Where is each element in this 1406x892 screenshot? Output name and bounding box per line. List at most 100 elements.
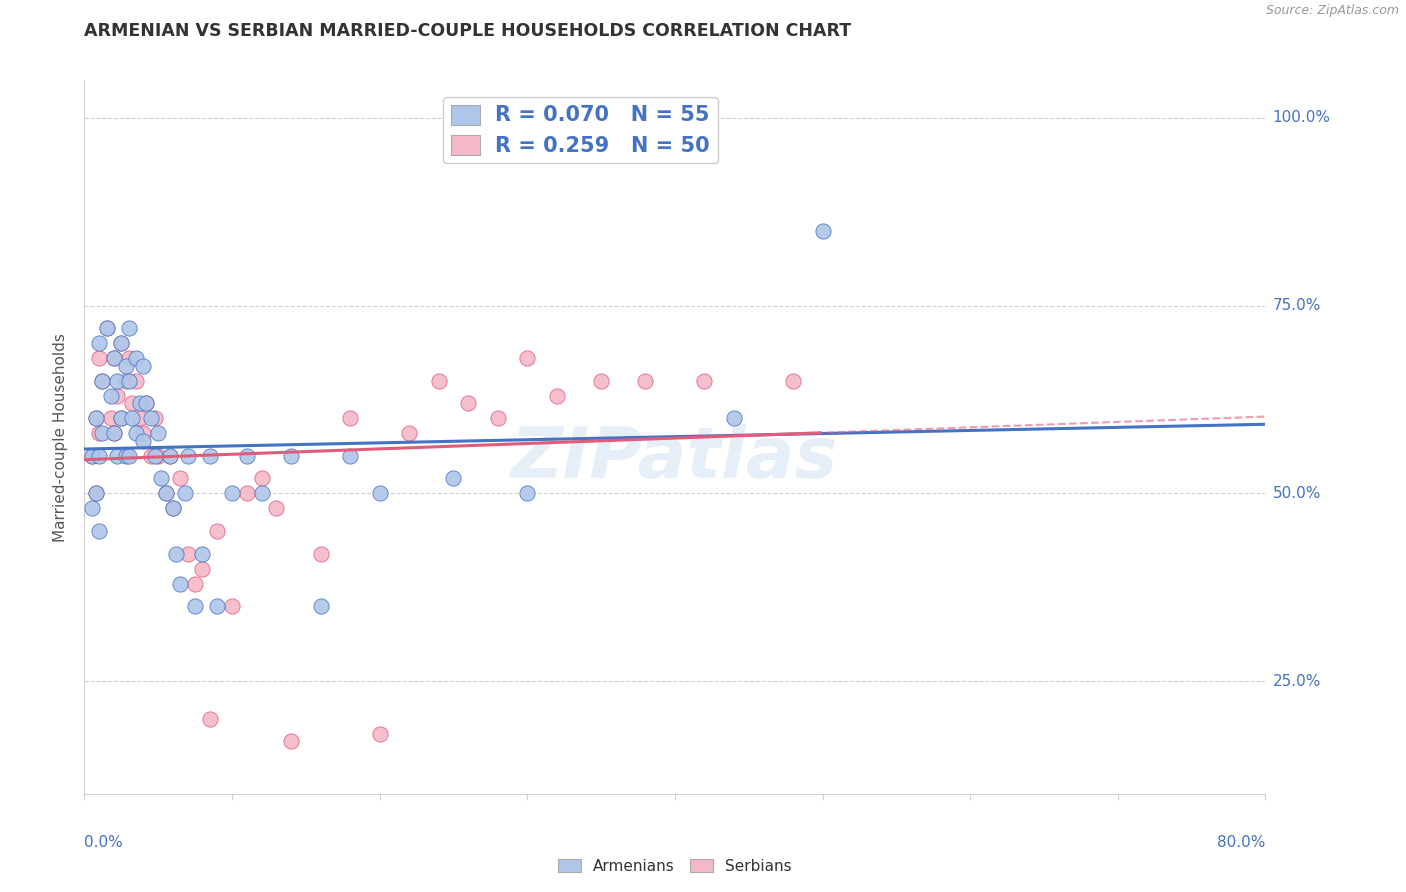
Point: [110, 411, 132, 425]
Point: [143, 449, 166, 463]
Point: [105, 449, 128, 463]
Point: [132, 359, 155, 373]
Point: [118, 321, 141, 335]
Point: [177, 449, 200, 463]
Point: [159, 449, 181, 463]
Point: [143, 411, 166, 425]
Point: [110, 336, 132, 351]
Point: [427, 374, 450, 388]
Y-axis label: Married-couple Households: Married-couple Households: [53, 333, 69, 541]
Text: 25.0%: 25.0%: [1272, 673, 1322, 689]
Point: [198, 712, 221, 726]
Point: [159, 449, 181, 463]
Point: [155, 486, 177, 500]
Point: [129, 411, 152, 425]
Point: [693, 374, 716, 388]
Point: [205, 524, 228, 538]
Point: [135, 396, 157, 410]
Point: [125, 374, 148, 388]
Point: [118, 374, 141, 388]
Point: [280, 734, 302, 748]
Point: [125, 426, 148, 441]
Point: [205, 599, 228, 613]
Text: 75.0%: 75.0%: [1272, 298, 1322, 313]
Text: Source: ZipAtlas.com: Source: ZipAtlas.com: [1265, 4, 1399, 18]
Point: [91, 374, 114, 388]
Point: [634, 374, 657, 388]
Point: [110, 411, 132, 425]
Point: [91, 374, 114, 388]
Point: [105, 374, 128, 388]
Point: [84, 411, 107, 425]
Point: [84, 486, 107, 500]
Point: [80, 449, 103, 463]
Point: [121, 396, 143, 410]
Point: [250, 486, 273, 500]
Point: [811, 223, 834, 237]
Point: [486, 411, 509, 425]
Point: [198, 449, 221, 463]
Point: [309, 547, 332, 561]
Point: [96, 321, 118, 335]
Point: [103, 351, 125, 366]
Point: [103, 426, 125, 441]
Point: [121, 411, 143, 425]
Point: [516, 351, 538, 366]
Point: [339, 411, 361, 425]
Point: [162, 501, 184, 516]
Point: [150, 471, 173, 485]
Point: [105, 389, 128, 403]
Point: [177, 547, 200, 561]
Point: [80, 501, 103, 516]
Point: [546, 389, 568, 403]
Point: [169, 471, 191, 485]
Text: ARMENIAN VS SERBIAN MARRIED-COUPLE HOUSEHOLDS CORRELATION CHART: ARMENIAN VS SERBIAN MARRIED-COUPLE HOUSE…: [84, 22, 852, 40]
Point: [87, 426, 111, 441]
Point: [368, 486, 391, 500]
Point: [782, 374, 804, 388]
Point: [91, 426, 114, 441]
Point: [139, 449, 162, 463]
Point: [87, 351, 111, 366]
Point: [148, 449, 170, 463]
Point: [148, 426, 170, 441]
Point: [87, 449, 111, 463]
Point: [169, 576, 191, 591]
Point: [441, 471, 464, 485]
Point: [84, 486, 107, 500]
Point: [129, 396, 152, 410]
Text: 50.0%: 50.0%: [1272, 486, 1322, 501]
Text: ZIPatlas: ZIPatlas: [512, 424, 838, 493]
Point: [139, 411, 162, 425]
Point: [235, 449, 259, 463]
Point: [114, 359, 136, 373]
Point: [235, 486, 259, 500]
Legend: R = 0.070   N = 55, R = 0.259   N = 50: R = 0.070 N = 55, R = 0.259 N = 50: [443, 97, 718, 163]
Point: [114, 374, 136, 388]
Point: [125, 351, 148, 366]
Text: 80.0%: 80.0%: [1218, 835, 1265, 850]
Point: [96, 321, 118, 335]
Point: [398, 426, 420, 441]
Point: [250, 471, 273, 485]
Point: [155, 486, 177, 500]
Legend: Armenians, Serbians: Armenians, Serbians: [551, 853, 799, 880]
Point: [221, 486, 243, 500]
Point: [280, 449, 302, 463]
Point: [457, 396, 479, 410]
Point: [184, 599, 207, 613]
Point: [162, 501, 184, 516]
Point: [516, 486, 538, 500]
Point: [723, 411, 745, 425]
Point: [132, 426, 155, 441]
Point: [87, 336, 111, 351]
Point: [184, 576, 207, 591]
Text: 100.0%: 100.0%: [1272, 111, 1331, 126]
Point: [165, 547, 187, 561]
Point: [173, 486, 195, 500]
Text: 0.0%: 0.0%: [84, 835, 124, 850]
Point: [80, 449, 103, 463]
Point: [591, 374, 613, 388]
Point: [264, 501, 288, 516]
Point: [84, 411, 107, 425]
